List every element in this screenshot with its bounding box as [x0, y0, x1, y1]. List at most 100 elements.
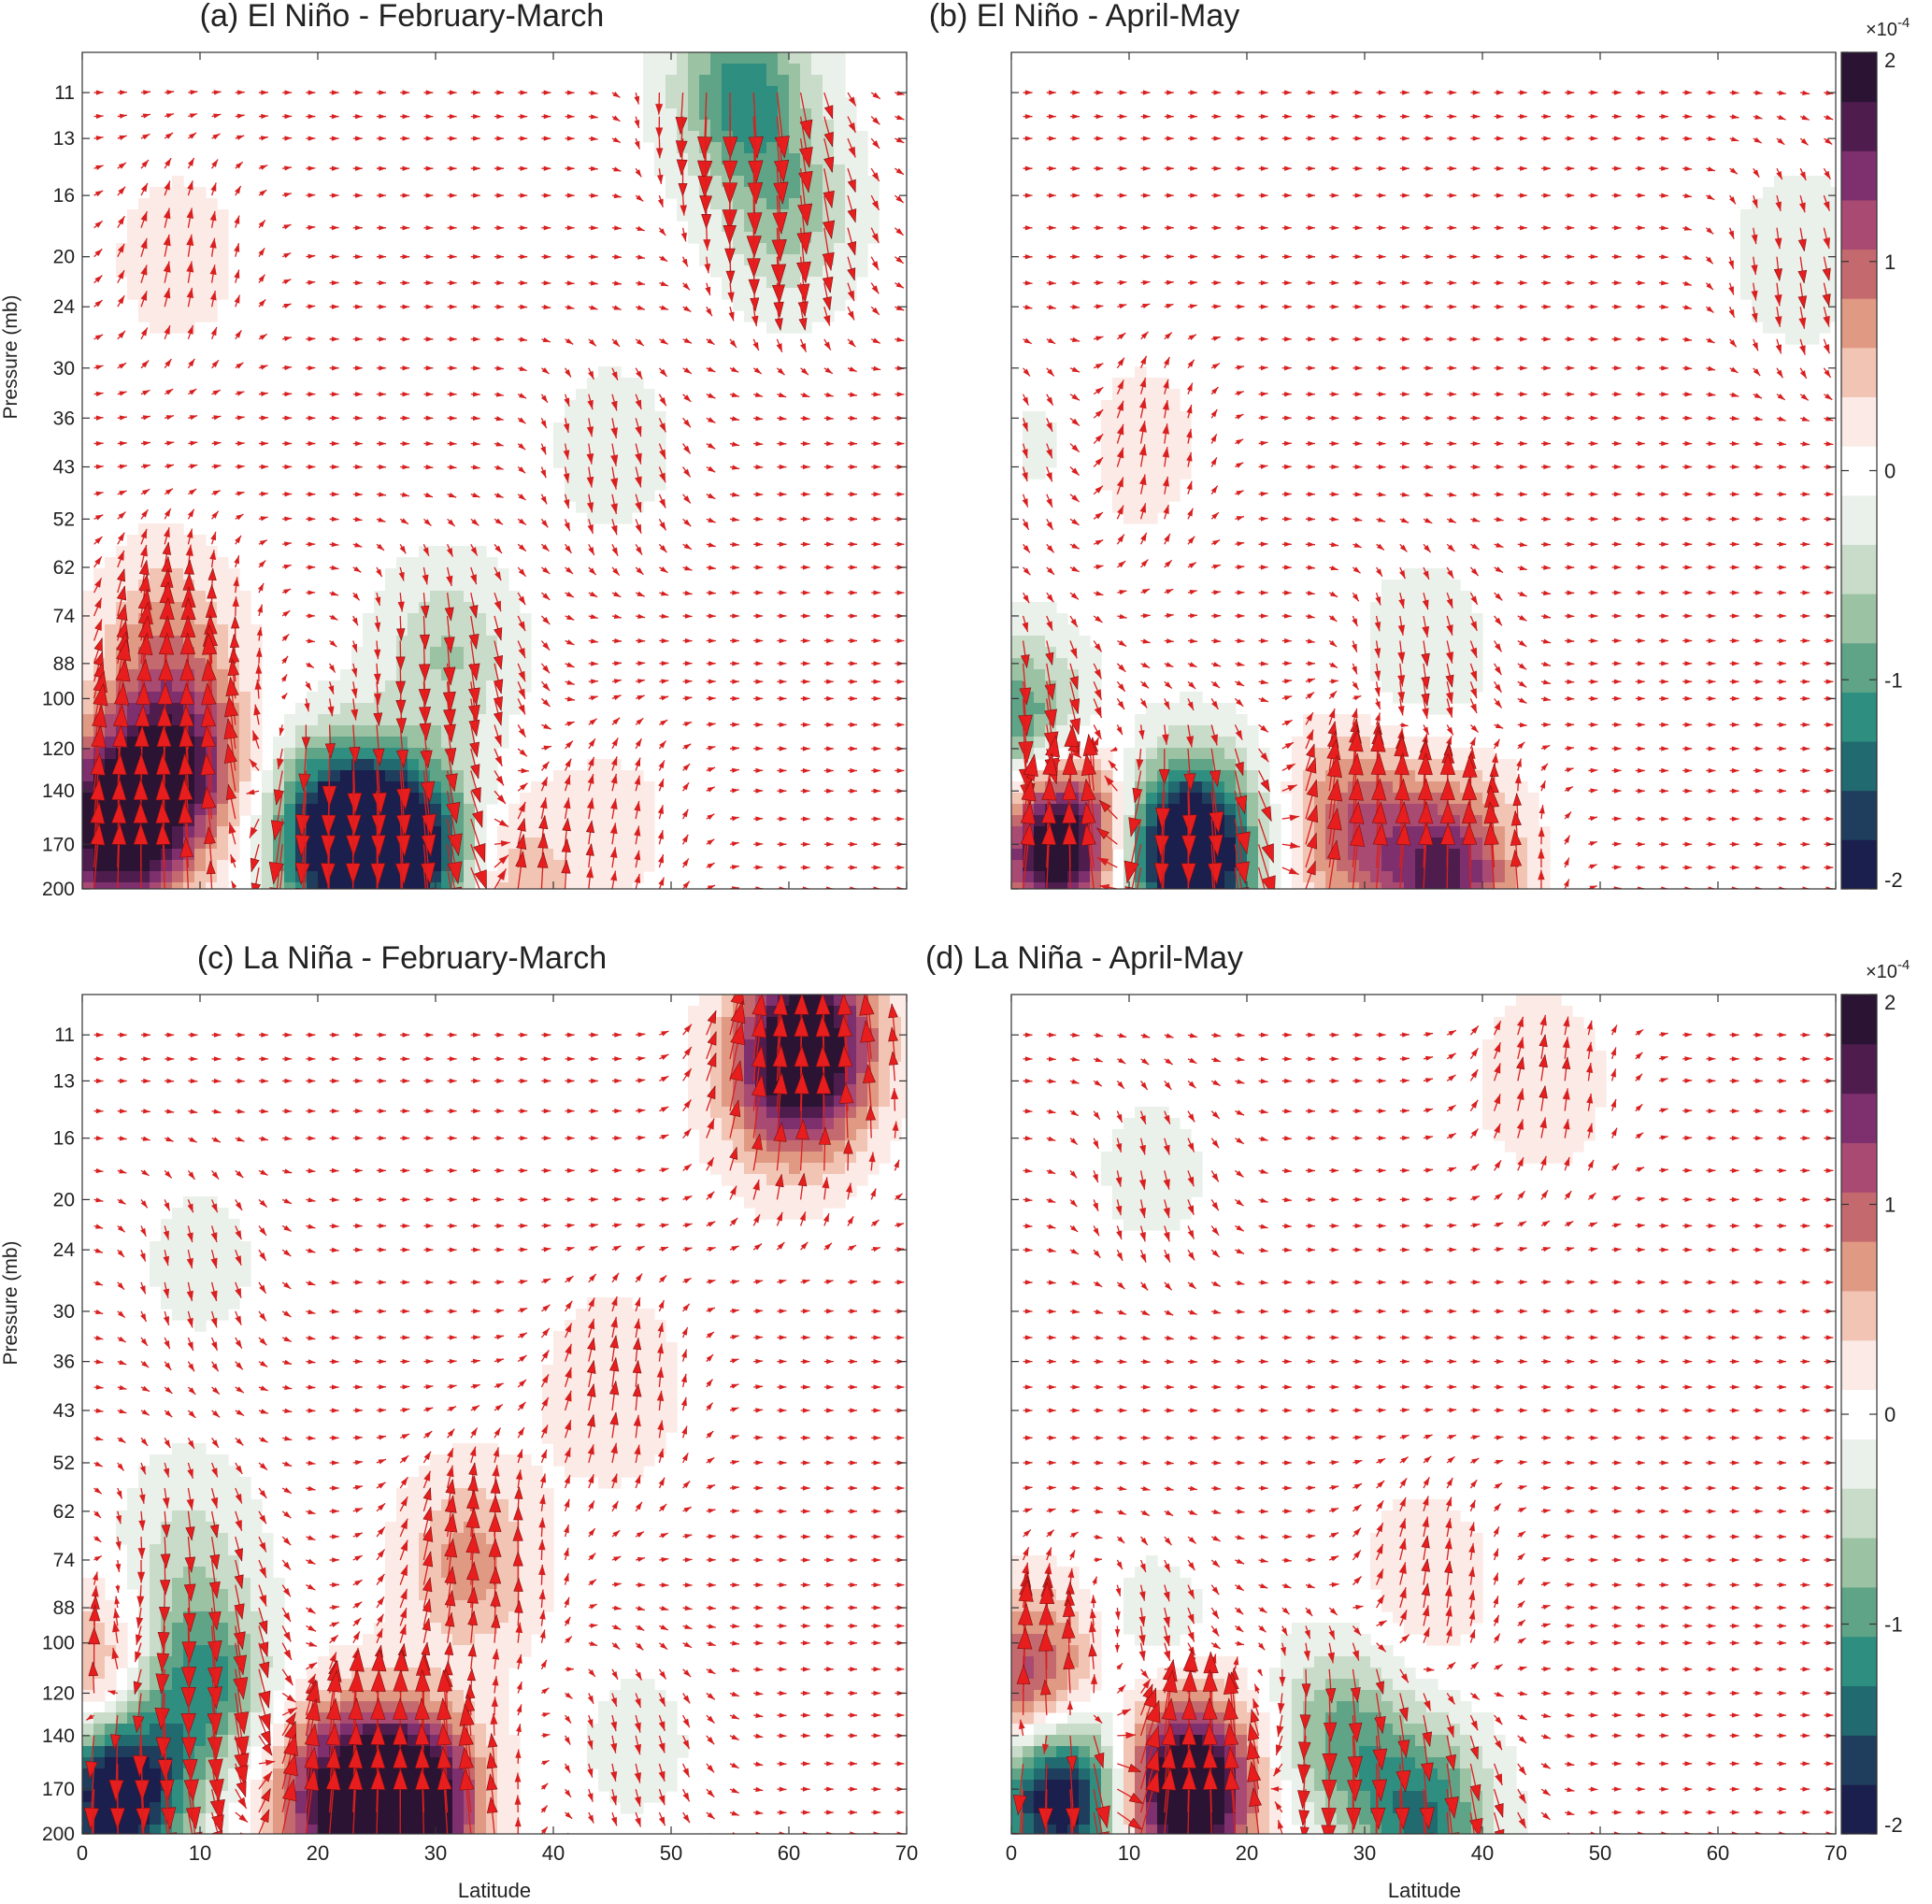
field-cell [1034, 804, 1046, 816]
field-cell [183, 871, 195, 883]
flux-arrowhead [236, 491, 245, 496]
flux-arrowhead [201, 682, 217, 706]
field-cell [1471, 636, 1483, 648]
flux-arrowhead [305, 682, 311, 691]
flux-arrowhead [610, 503, 618, 514]
flux-arrowhead [872, 117, 880, 125]
field-cell [621, 770, 633, 782]
flux-arrowhead [823, 105, 834, 120]
field-cell [486, 737, 498, 749]
field-cell [1034, 826, 1046, 838]
flux-arrowhead [779, 746, 787, 752]
y-tick-label: 100 [42, 688, 75, 709]
field-cell [1224, 826, 1237, 838]
flux-arrowhead [520, 336, 528, 342]
flux-arrowhead [213, 415, 222, 421]
flux-arrowhead [755, 865, 764, 870]
field-cell [565, 770, 577, 782]
flux-arrowhead [257, 582, 265, 592]
flux-arrowhead [519, 393, 527, 399]
field-cell [385, 815, 397, 827]
flux-arrowhead [213, 113, 222, 119]
flux-arrows [90, 90, 905, 889]
flux-arrowhead [163, 261, 171, 273]
field-cell [363, 680, 375, 693]
flux-arrowhead [355, 90, 363, 95]
field-cell [82, 871, 94, 883]
field-cell [217, 288, 229, 300]
flux-arrowhead [118, 162, 126, 169]
field-cell [710, 97, 723, 109]
field-cell [1034, 456, 1046, 468]
field-cell [1763, 187, 1775, 199]
flux-arrowhead [872, 92, 880, 99]
field-cell [1056, 624, 1068, 637]
flux-arrowhead [873, 541, 881, 547]
flux-arrowhead [179, 837, 194, 858]
field-cell [452, 647, 465, 659]
field-cell [766, 86, 779, 98]
flux-arrowhead [634, 800, 641, 811]
field-cell [1774, 209, 1786, 222]
field-cell [1123, 456, 1136, 468]
field-cell [508, 658, 521, 670]
field-cell [1146, 467, 1158, 480]
field-cell [1393, 613, 1405, 625]
field-cell [150, 265, 162, 278]
flux-arrowhead [236, 415, 245, 421]
flux-arrowhead [227, 658, 239, 677]
field-cell [1763, 221, 1775, 233]
field-cell [408, 882, 420, 889]
field-cell [150, 647, 162, 659]
field-cell [643, 445, 655, 457]
flux-arrowhead [117, 295, 125, 305]
flux-arrowhead [637, 280, 646, 286]
field-cell [811, 165, 823, 177]
flux-arrowhead [402, 336, 410, 342]
field-cell [217, 815, 229, 827]
field-cell [1247, 804, 1259, 816]
field-cell [206, 254, 218, 266]
flux-arrow [328, 867, 331, 889]
field-cell [1123, 479, 1136, 491]
field-cell [363, 860, 375, 872]
field-cell [340, 703, 352, 715]
field-cell [710, 86, 723, 98]
field-cell [778, 75, 790, 87]
flux-arrowhead [496, 225, 504, 231]
field-cell [587, 434, 599, 446]
field-cell [351, 882, 364, 889]
field-cell [654, 411, 666, 423]
flux-arrowhead [708, 613, 716, 619]
flux-arrowhead [540, 469, 547, 479]
flux-arrowhead [165, 133, 174, 139]
field-cell [1011, 826, 1023, 838]
field-cell [1808, 310, 1820, 322]
field-cell [766, 221, 779, 233]
field-cell [598, 422, 610, 435]
flux-arrowhead [308, 279, 316, 286]
flux-arrowhead [223, 718, 238, 740]
field-cell [710, 142, 723, 154]
flux-arrowhead [850, 816, 857, 822]
flux-arrowhead [896, 816, 905, 822]
field-cell [1112, 826, 1124, 838]
field-cell [1034, 793, 1046, 805]
flux-arrowhead [355, 415, 363, 421]
flux-arrowhead [587, 399, 594, 410]
field-cell [733, 97, 745, 109]
flux-arrowhead [140, 237, 148, 250]
field-cell [665, 97, 678, 109]
field-cell [1157, 714, 1169, 726]
field-cell [116, 748, 128, 760]
flux-arrowhead [683, 495, 691, 504]
field-cell [1011, 759, 1023, 771]
field-cell [665, 108, 678, 121]
flux-arrowhead [684, 679, 693, 684]
field-cell [385, 647, 397, 659]
flux-arrowhead [179, 632, 196, 655]
field-cell [1191, 714, 1203, 726]
field-cell [127, 759, 139, 771]
flux-arrowhead [706, 308, 712, 317]
field-cell [374, 602, 386, 614]
